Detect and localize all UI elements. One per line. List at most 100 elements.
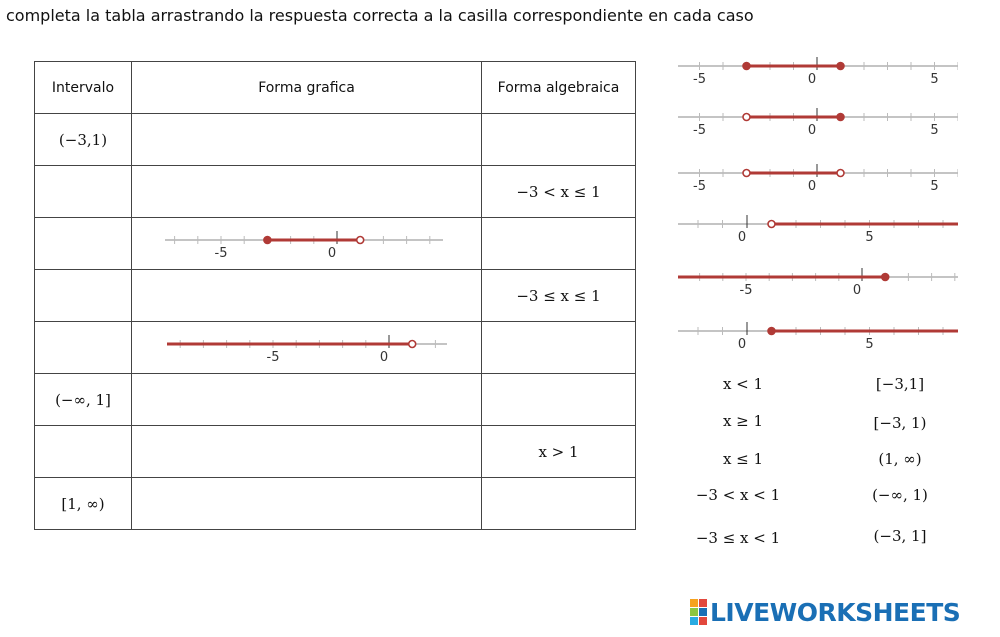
drop-slot-graph[interactable] <box>131 373 482 426</box>
closed-endpoint <box>263 235 272 245</box>
drop-slot-algebraica[interactable] <box>481 477 636 530</box>
draggable-interval-option[interactable]: (−3, 1] <box>873 527 927 545</box>
tick-label: 0 <box>738 230 746 245</box>
open-endpoint <box>407 339 417 349</box>
draggable-algebraic-option[interactable]: x < 1 <box>722 375 764 393</box>
drop-slot-algebraica[interactable] <box>481 113 636 166</box>
tick-label: 0 <box>380 350 388 365</box>
tick-label: -5 <box>693 72 706 87</box>
open-endpoint <box>355 235 365 245</box>
draggable-interval-option[interactable]: (1, ∞) <box>878 450 922 468</box>
draggable-algebraic-option[interactable]: x ≤ 1 <box>722 450 764 468</box>
number-line-svg: -5 0 <box>167 335 447 365</box>
tick-label: -5 <box>267 350 280 365</box>
tick-label: 0 <box>808 123 816 138</box>
graph-cell: -505 <box>131 217 482 270</box>
table-row: -5 0 <box>34 321 636 374</box>
draggable-algebraic-option[interactable]: −3 < x < 1 <box>695 486 781 504</box>
draggable-graph-option[interactable]: -5 0 5 <box>678 159 959 203</box>
drop-slot-algebraica[interactable] <box>481 321 636 374</box>
instruction-text: completa la tabla arrastrando la respues… <box>6 6 754 25</box>
drop-slot-graph[interactable] <box>131 165 482 218</box>
answer-table: Intervalo Forma grafica Forma algebraica… <box>34 61 636 530</box>
drop-slot-graph[interactable] <box>131 113 482 166</box>
tick-label: 0 <box>738 337 746 352</box>
tick-label: -5 <box>693 179 706 194</box>
tick-label: -5 <box>693 123 706 138</box>
algebraica-cell: −3 < x ≤ 1 <box>481 165 636 218</box>
number-line-svg: -5 0 5 <box>678 57 959 87</box>
draggable-graph-option[interactable]: -5 0 <box>678 263 958 307</box>
algebraica-cell: −3 ≤ x ≤ 1 <box>481 269 636 322</box>
intervalo-cell: (−3,1) <box>34 113 132 166</box>
tick-label: 5 <box>865 337 873 352</box>
number-line-graph: -5 0 <box>678 263 958 307</box>
draggable-algebraic-option[interactable]: x ≥ 1 <box>722 412 764 430</box>
open-endpoint <box>836 168 845 178</box>
tick-label: 0 <box>808 179 816 194</box>
table-row: [1, ∞) <box>34 477 636 530</box>
number-line-svg: -5 0 5 <box>678 164 959 194</box>
drop-slot-intervalo[interactable] <box>34 217 132 270</box>
open-endpoint <box>742 112 751 122</box>
draggable-graph-option[interactable]: -5 0 5 <box>678 52 959 96</box>
closed-endpoint <box>767 326 776 336</box>
number-line-svg: -5 0 5 <box>678 108 959 138</box>
header-forma-algebraica: Forma algebraica <box>481 61 636 114</box>
number-line-graph: -5 0 5 <box>678 159 959 203</box>
tick-label: -5 <box>215 246 228 261</box>
number-line-graph: -5 0 5 <box>678 103 959 147</box>
closed-endpoint <box>836 61 845 71</box>
drop-slot-graph[interactable] <box>131 425 482 478</box>
number-line-graph: -5 0 5 <box>678 52 959 96</box>
open-endpoint <box>767 219 776 229</box>
brand-name: LIVEWORKSHEETS <box>710 597 961 627</box>
intervalo-cell: [1, ∞) <box>34 477 132 530</box>
table-header-row: Intervalo Forma grafica Forma algebraica <box>34 61 636 114</box>
tick-label: 5 <box>930 123 938 138</box>
number-line-svg: -5 0 <box>678 268 958 298</box>
algebraica-cell: x > 1 <box>481 425 636 478</box>
closed-endpoint <box>742 61 751 71</box>
header-intervalo: Intervalo <box>34 61 132 114</box>
open-endpoint <box>742 168 751 178</box>
drop-slot-graph[interactable] <box>131 269 482 322</box>
intervalo-cell: (−∞, 1] <box>34 373 132 426</box>
drop-slot-intervalo[interactable] <box>34 425 132 478</box>
tick-label: -5 <box>740 283 753 298</box>
tick-label: 0 <box>808 72 816 87</box>
drop-slot-intervalo[interactable] <box>34 269 132 322</box>
tick-label: 5 <box>865 230 873 245</box>
drop-slot-graph[interactable] <box>131 477 482 530</box>
drop-slot-algebraica[interactable] <box>481 217 636 270</box>
draggable-graph-option[interactable]: -5 0 5 <box>678 103 959 147</box>
tick-label: 5 <box>930 72 938 87</box>
table-row: x > 1 <box>34 425 636 478</box>
drop-slot-algebraica[interactable] <box>481 373 636 426</box>
liveworksheets-logo: LIVEWORKSHEETS <box>690 597 961 627</box>
graph-cell: -5 0 <box>131 321 482 374</box>
drop-slot-intervalo[interactable] <box>34 321 132 374</box>
table-row: −3 ≤ x ≤ 1 <box>34 269 636 322</box>
drop-slot-intervalo[interactable] <box>34 165 132 218</box>
logo-mark-icon <box>690 599 707 625</box>
tick-label: 0 <box>328 246 336 261</box>
tick-label: 5 <box>930 179 938 194</box>
draggable-interval-option[interactable]: [−3,1] <box>875 375 925 393</box>
draggable-interval-option[interactable]: (−∞, 1) <box>872 486 928 504</box>
draggable-algebraic-option[interactable]: −3 ≤ x < 1 <box>695 529 781 547</box>
table-row: (−∞, 1] <box>34 373 636 426</box>
draggable-interval-option[interactable]: [−3, 1) <box>873 414 927 432</box>
header-forma-grafica: Forma grafica <box>131 61 482 114</box>
table-row: −3 < x ≤ 1 <box>34 165 636 218</box>
table-row: (−3,1) <box>34 113 636 166</box>
number-line-svg: -505 <box>165 231 443 261</box>
closed-endpoint <box>880 272 890 282</box>
table-row: -505 <box>34 217 636 270</box>
